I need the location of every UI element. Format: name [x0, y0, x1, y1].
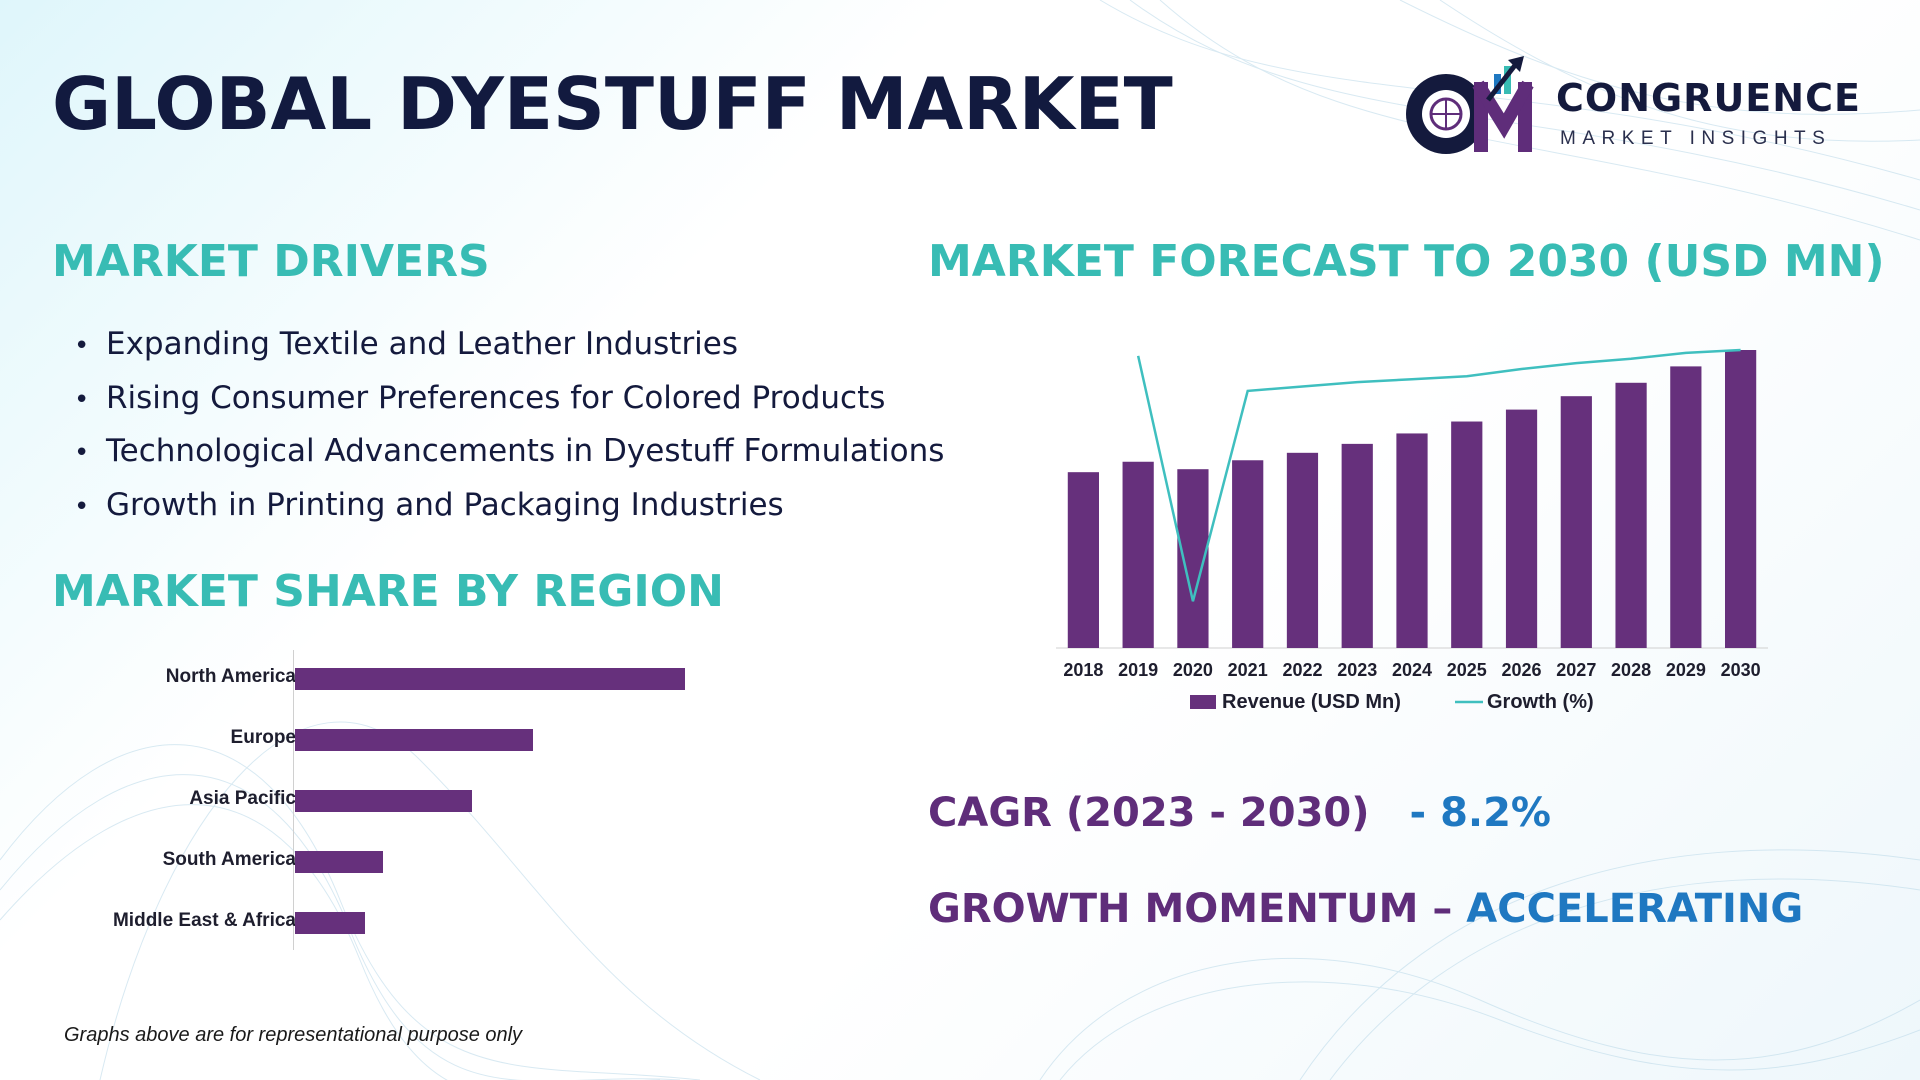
revenue-bar [1122, 461, 1154, 648]
legend-growth-label: Growth (%) [1487, 691, 1594, 713]
growth-line [1136, 348, 1741, 602]
year-tick-label: 2029 [1666, 660, 1706, 680]
year-tick-label: 2020 [1173, 660, 1213, 680]
region-bar [295, 668, 685, 690]
brand-subtitle: MARKET INSIGHTS [1560, 128, 1832, 149]
region-bar [295, 851, 383, 873]
brand-logo: CONGRUENCE MARKET INSIGHTS [1400, 52, 1870, 162]
region-label: North America [165, 666, 296, 687]
driver-item: • Growth in Printing and Packaging Indust… [74, 479, 944, 533]
bullet-icon: • [74, 438, 90, 468]
revenue-bar [1670, 366, 1702, 648]
driver-item: • Rising Consumer Preferences for Colored… [74, 372, 944, 426]
revenue-bar [1341, 443, 1373, 648]
year-tick-label: 2026 [1502, 660, 1542, 680]
region-label: Asia Pacific [189, 788, 296, 809]
bullet-icon: • [74, 384, 90, 415]
driver-item: • Expanding Textile and Leather Industrie… [74, 318, 944, 372]
forecast-chart: 2018 2019 2020 2021 2022 2023 2024 2025 2026 2027… [1056, 348, 1768, 713]
momentum-label: GROWTH MOMENTUM – [928, 886, 1467, 932]
region-label: South America [162, 849, 296, 870]
page-title: GLOBAL DYESTUFF MARKET [52, 62, 1173, 146]
region-bar [295, 912, 366, 934]
legend-revenue-label: Revenue (USD Mn) [1222, 691, 1401, 713]
year-tick-label: 2025 [1447, 660, 1487, 680]
revenue-bar [1615, 382, 1647, 648]
region-bar [295, 729, 533, 751]
region-label: Europe [230, 727, 296, 748]
cagr-value: - 8.2% [1409, 790, 1552, 836]
driver-item: • Technological Advancements in Dyestuff … [74, 425, 944, 479]
region-bar-chart: North America Europe Asia Pacific South Ame… [40, 640, 760, 960]
bullet-icon: • [74, 331, 90, 361]
revenue-bar [1725, 350, 1757, 648]
cagr-line: CAGR (2023 - 2030) - 8.2% [928, 790, 1551, 836]
revenue-bar [1505, 409, 1538, 648]
region-bar [295, 790, 473, 812]
momentum-line: GROWTH MOMENTUM – ACCELERATING [928, 886, 1803, 932]
region-axis-line [293, 650, 294, 950]
year-tick-label: 2024 [1392, 660, 1432, 680]
bullet-icon: • [74, 491, 90, 522]
footnote: Graphs above are for representational pu… [64, 1024, 523, 1046]
forecast-heading: MARKET FORECAST TO 2030 (USD MN) [928, 236, 1885, 287]
revenue-bar [1396, 433, 1428, 648]
year-tick-label: 2030 [1721, 660, 1761, 680]
region-label: Middle East & Africa [112, 910, 296, 931]
year-tick-label: 2023 [1337, 660, 1377, 680]
revenue-bar [1067, 472, 1099, 648]
drivers-list: • Expanding Textile and Leather Industrie… [74, 318, 944, 532]
momentum-value: ACCELERATING [1466, 886, 1804, 932]
logo-mark-icon [1406, 56, 1534, 154]
legend-revenue-swatch [1190, 695, 1216, 709]
revenue-bar [1286, 452, 1319, 648]
year-tick-label: 2022 [1282, 660, 1322, 680]
year-tick-label: 2027 [1556, 660, 1596, 680]
drivers-heading: MARKET DRIVERS [52, 236, 490, 287]
year-tick-label: 2021 [1228, 660, 1268, 680]
revenue-bar [1451, 421, 1483, 648]
year-tick-label: 2018 [1063, 660, 1103, 680]
year-tick-label: 2019 [1118, 660, 1158, 680]
brand-name: CONGRUENCE [1556, 76, 1861, 120]
cagr-label: CAGR (2023 - 2030) [928, 790, 1370, 836]
region-heading: MARKET SHARE BY REGION [52, 566, 724, 617]
year-tick-label: 2028 [1611, 660, 1651, 680]
revenue-bar [1560, 396, 1592, 648]
revenue-bar [1232, 460, 1264, 648]
